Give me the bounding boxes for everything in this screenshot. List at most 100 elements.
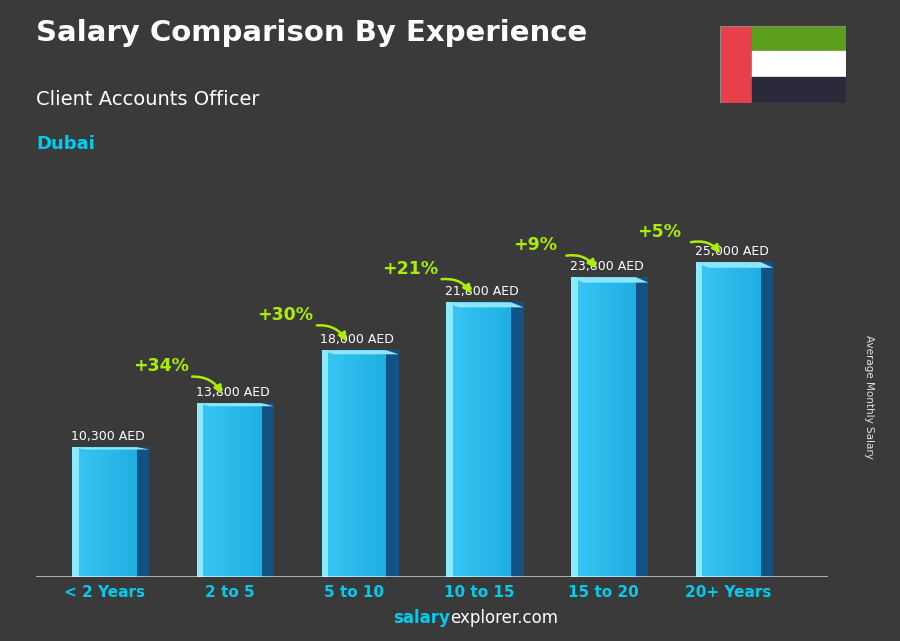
Bar [609,277,610,577]
Bar [717,262,718,577]
Bar [597,277,598,577]
Bar [616,277,617,577]
Bar [632,277,633,577]
Bar [579,277,580,577]
Bar [586,277,588,577]
Bar [728,262,729,577]
Bar [242,403,243,577]
Bar [484,303,485,577]
Bar [723,262,724,577]
Text: +9%: +9% [513,237,557,254]
Bar [234,403,235,577]
Bar [102,447,103,577]
Bar [72,447,78,577]
Bar [759,262,760,577]
Bar [75,447,76,577]
Bar [600,277,601,577]
Bar [372,350,373,577]
Bar [87,447,88,577]
Bar [348,350,350,577]
Bar [461,303,462,577]
Bar [342,350,343,577]
Bar [452,303,453,577]
Bar [245,403,246,577]
Bar [698,262,699,577]
Bar [726,262,727,577]
Bar [605,277,606,577]
Bar [77,447,78,577]
Bar [258,403,259,577]
Bar [204,403,205,577]
Bar [572,277,578,577]
Bar [447,303,448,577]
Bar [580,277,582,577]
Bar [448,303,450,577]
Bar [504,303,505,577]
Bar [331,350,332,577]
Bar [363,350,364,577]
Polygon shape [321,350,399,354]
Bar [594,277,595,577]
Bar [470,303,472,577]
Bar [357,350,358,577]
Polygon shape [72,447,149,449]
Bar [598,277,599,577]
Bar [478,303,479,577]
Bar [608,277,609,577]
Bar [327,350,328,577]
Bar [501,303,502,577]
Bar [572,277,573,577]
Bar [134,447,135,577]
Bar [510,303,511,577]
Bar [454,303,455,577]
Bar [737,262,738,577]
Bar [627,277,628,577]
Text: +21%: +21% [382,260,438,278]
Text: +5%: +5% [637,223,681,241]
Bar [127,447,129,577]
Bar [727,262,728,577]
Bar [578,277,579,577]
Bar [231,403,232,577]
Bar [369,350,370,577]
Bar [509,303,510,577]
Bar [575,277,577,577]
Bar [729,262,731,577]
Bar [120,447,121,577]
Bar [752,77,846,103]
Text: explorer.com: explorer.com [450,609,558,627]
Bar [621,277,622,577]
Bar [383,350,384,577]
Bar [247,403,248,577]
Bar [72,447,73,577]
Bar [81,447,82,577]
Bar [725,262,726,577]
Bar [243,403,245,577]
Bar [466,303,467,577]
Text: 13,800 AED: 13,800 AED [195,386,269,399]
Bar [382,350,383,577]
Bar [607,277,608,577]
Bar [126,447,127,577]
Bar [379,350,380,577]
Bar [481,303,482,577]
Bar [634,277,636,577]
Bar [326,350,327,577]
Bar [98,447,99,577]
Bar [121,447,122,577]
Bar [256,403,257,577]
Bar [457,303,458,577]
Bar [739,262,740,577]
Polygon shape [696,262,773,268]
Bar [747,262,748,577]
Bar [720,262,721,577]
Polygon shape [636,277,648,577]
Bar [223,403,224,577]
Text: 25,000 AED: 25,000 AED [695,245,769,258]
Bar [80,447,81,577]
Bar [328,350,329,577]
Bar [130,447,131,577]
Bar [623,277,624,577]
Bar [629,277,631,577]
Bar [200,403,202,577]
